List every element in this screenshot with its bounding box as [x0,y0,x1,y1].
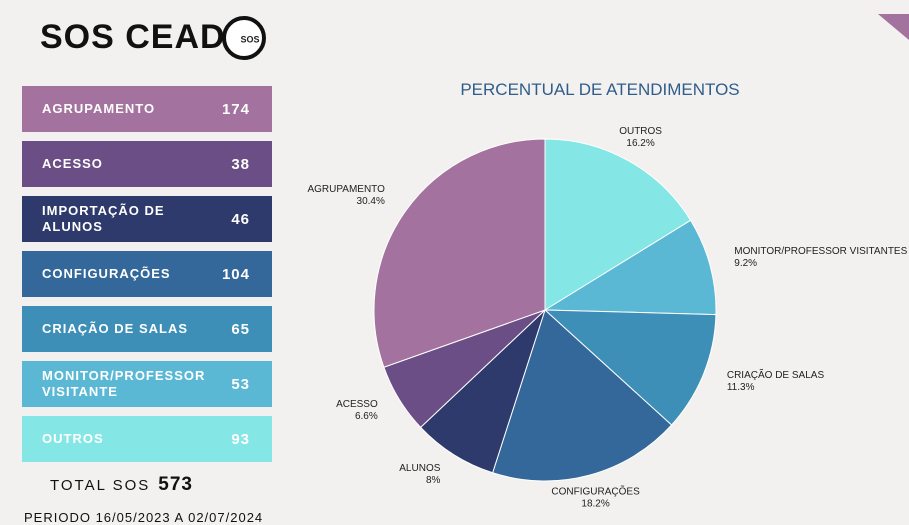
slice-value-label: 9.2% [734,258,757,269]
slice-label: OUTROS [619,126,662,137]
logo-text: SOS [240,34,259,44]
chart-title: PERCENTUAL DE ATENDIMENTOS [460,80,739,99]
pie-slice [544,138,692,311]
page-title: SOS CEAD [40,18,226,56]
pie-slice [543,219,717,316]
card: ACESSO 38 [22,141,272,187]
total-value: 573 [158,474,193,495]
slice-label: ALUNOS [399,463,440,474]
card-label: MONITOR/PROFESSOR VISITANTE [42,368,206,399]
pie-slice [383,309,546,429]
card-label: AGRUPAMENTO [42,101,156,116]
card-label: OUTROS [42,431,104,446]
slice-value-label: 18.2% [581,498,609,509]
slice-value-label: 11.3% [727,382,755,393]
card: MONITOR/PROFESSOR VISITANTE 53 [22,361,272,407]
card: CRIAÇÃO DE SALAS 65 [22,306,272,352]
logo: SOS [222,16,266,60]
card: CONFIGURAÇÕES 104 [22,251,272,297]
card-label: CRIAÇÃO DE SALAS [42,321,189,336]
pie-slice [419,309,546,474]
slice-value-label: 30.4% [357,196,385,207]
slice-label: AGRUPAMENTO [307,184,385,195]
card-label: IMPORTAÇÃO DE ALUNOS [42,203,165,234]
card: IMPORTAÇÃO DE ALUNOS 46 [22,196,272,242]
card-value: 65 [231,320,250,338]
slice-value-label: 16.2% [626,138,654,149]
card-label: ACESSO [42,156,103,171]
pie-slice [373,138,546,368]
card-label: CONFIGURAÇÕES [42,266,171,281]
card-value: 53 [231,375,250,393]
card: OUTROS 93 [22,416,272,462]
pie-slice [491,309,673,482]
card-value: 104 [221,265,250,283]
slice-label: CRIAÇÃO DE SALAS [727,368,825,381]
card: AGRUPAMENTO 174 [22,86,272,132]
slice-label: MONITOR/PROFESSOR VISITANTES [734,246,907,257]
period: PERIODO 16/05/2023 A 02/07/2024 [24,510,264,525]
pie-slice [543,309,717,426]
card-value: 174 [221,100,250,118]
slice-label: ACESSO [336,399,378,410]
card-value: 93 [231,430,250,448]
slice-value-label: 8% [426,475,441,486]
card-value: 38 [231,155,250,173]
slice-value-label: 6.6% [355,411,378,422]
total: TOTAL SOS 573 [50,474,193,496]
corner-decoration [878,14,909,40]
total-label: TOTAL SOS [50,477,151,494]
slice-label: CONFIGURAÇÕES [551,484,640,497]
card-value: 46 [231,210,250,228]
